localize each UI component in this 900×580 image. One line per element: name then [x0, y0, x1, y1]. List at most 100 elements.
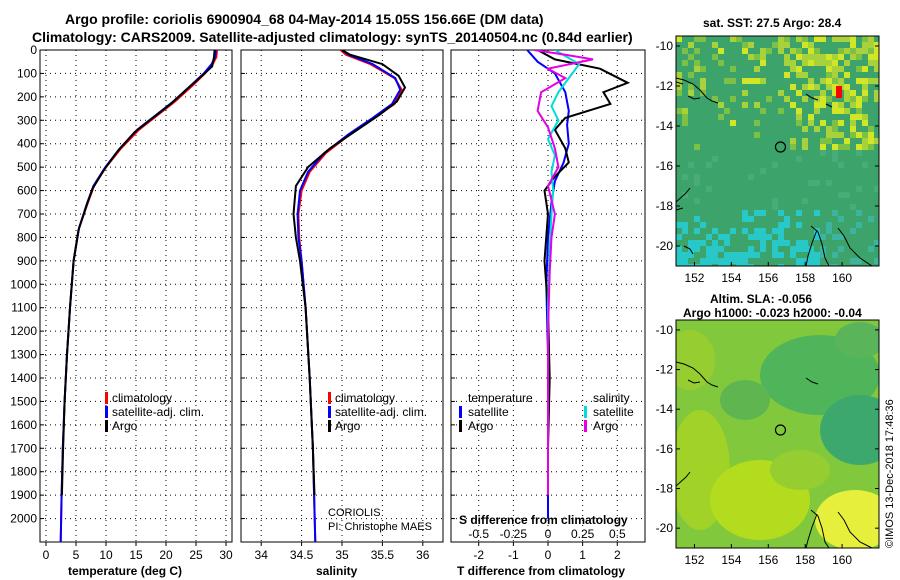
series-line-argo: [60, 50, 216, 496]
coastline: [805, 377, 819, 385]
coastline: [676, 187, 691, 211]
heatmap-cell: [814, 54, 820, 60]
heatmap-cell: [688, 90, 694, 96]
coastline: [805, 509, 830, 548]
heatmap-cell: [694, 66, 700, 72]
x-tick-label: 1: [579, 548, 586, 562]
heatmap-cell: [676, 90, 682, 96]
sla-map-subtitle: Argo h1000: -0.023 h2000: -0.04: [683, 306, 862, 320]
heatmap-cell: [682, 264, 688, 266]
heatmap-cell: [820, 96, 826, 102]
sst-map-cells: [676, 36, 879, 266]
heatmap-cell: [676, 264, 682, 266]
heatmap-cell: [874, 258, 879, 264]
heatmap-cell: [832, 156, 838, 162]
heatmap-cell: [832, 120, 838, 126]
x-tick-label: 15: [129, 548, 143, 562]
heatmap-cell: [820, 144, 826, 150]
heatmap-cell: [856, 186, 862, 192]
heatmap-cell: [844, 36, 850, 42]
title-line-1: Argo profile: coriolis 6900904_68 04-May…: [65, 11, 544, 27]
sla-patch: [835, 322, 879, 358]
heatmap-cell: [748, 264, 754, 266]
legend-label-satellite: satellite-adj. clim.: [112, 405, 204, 419]
x-tick-label: 20: [159, 548, 173, 562]
sst-map-ticks: 152 154 156 158 160 -10 -12 -14 -16 -18 -20: [656, 39, 879, 285]
legend-label-s-argo: Argo: [593, 419, 619, 433]
heatmap-cell: [754, 234, 760, 240]
heatmap-cell: [682, 108, 688, 114]
heatmap-cell: [748, 216, 754, 222]
heatmap-cell: [874, 42, 879, 48]
heatmap-cell: [742, 102, 748, 108]
legend-swatch-s-argo: [584, 420, 587, 432]
legend-swatch-s-satellite: [584, 406, 587, 418]
heatmap-cell: [700, 66, 706, 72]
heatmap-cell: [718, 246, 724, 252]
credit-label: CORIOLIS: [328, 507, 381, 519]
heatmap-cell: [832, 66, 838, 72]
heatmap-cell: [796, 66, 802, 72]
heatmap-cell: [814, 102, 820, 108]
y-tick-label: 800: [17, 230, 37, 244]
heatmap-cell: [850, 126, 856, 132]
map-x-tick-label: 154: [721, 553, 741, 567]
heatmap-cell: [826, 180, 832, 186]
heatmap-cell: [838, 234, 844, 240]
secondary-tick-label: -0.5: [468, 527, 489, 541]
heatmap-cell: [766, 234, 772, 240]
heatmap-cell: [706, 186, 712, 192]
heatmap-cell: [832, 126, 838, 132]
heatmap-cell: [838, 54, 844, 60]
heatmap-cell: [682, 222, 688, 228]
legend-label-s-satellite: satellite: [593, 405, 634, 419]
coastline: [676, 471, 691, 487]
heatmap-cell: [808, 78, 814, 84]
heatmap-cell: [832, 234, 838, 240]
heatmap-cell: [832, 36, 838, 42]
legend-label-climatology: climatology: [112, 391, 172, 405]
heatmap-cell: [700, 258, 706, 264]
heatmap-cell: [712, 96, 718, 102]
heatmap-cell: [874, 54, 879, 60]
heatmap-cell: [718, 102, 724, 108]
salinity-x-ticks: 34 34.5 35 35.5 36: [255, 542, 430, 562]
heatmap-cell: [802, 126, 808, 132]
heatmap-cell: [688, 42, 694, 48]
heatmap-cell: [838, 192, 844, 198]
pi-label: PI: Christophe MAES: [328, 521, 432, 533]
heatmap-cell: [826, 222, 832, 228]
sla-map-ticks: 152 154 156 158 160 -10 -12 -14 -16 -18 -20: [656, 323, 879, 567]
heatmap-cell: [826, 78, 832, 84]
heatmap-cell: [784, 60, 790, 66]
heatmap-cell: [844, 72, 850, 78]
heatmap-cell: [682, 228, 688, 234]
heatmap-cell: [796, 240, 802, 246]
heatmap-cell: [874, 60, 879, 66]
heatmap-cell: [694, 198, 700, 204]
temperature-grid: [40, 49, 232, 542]
sst-map-frame: [675, 35, 880, 267]
heatmap-cell: [838, 102, 844, 108]
heatmap-cell: [832, 264, 838, 266]
heatmap-cell: [796, 108, 802, 114]
heatmap-cell: [862, 162, 868, 168]
heatmap-cell: [730, 252, 736, 258]
y-tick-label: 1300: [10, 348, 37, 362]
heatmap-cell: [832, 102, 838, 108]
heatmap-cell: [850, 258, 856, 264]
sla-patch: [815, 490, 879, 548]
heatmap-cell: [796, 120, 802, 126]
sla-map-panel: Altim. SLA: -0.056 Argo h1000: -0.023 h2…: [656, 292, 880, 567]
coastline: [676, 361, 719, 388]
heatmap-cell: [814, 48, 820, 54]
heatmap-cell: [814, 36, 820, 42]
heatmap-cell: [808, 264, 814, 266]
heatmap-cell: [820, 78, 826, 84]
heatmap-cell: [712, 252, 718, 258]
heatmap-cell: [874, 78, 879, 84]
heatmap-cell: [784, 96, 790, 102]
y-tick-label: 1800: [10, 465, 37, 479]
heatmap-cell: [736, 258, 742, 264]
heatmap-cell: [796, 246, 802, 252]
